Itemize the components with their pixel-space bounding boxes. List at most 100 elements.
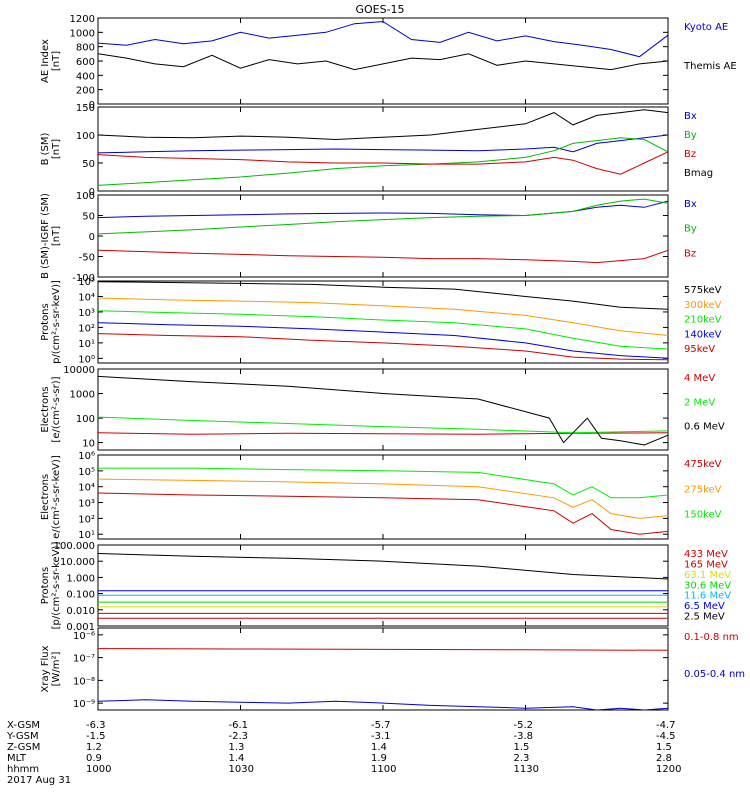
series-line-575kev (97, 281, 669, 310)
footer-value: -3.1 (371, 731, 391, 742)
y-tick-label: 10⁻⁹ (73, 699, 95, 710)
y-tick-label: 0.001 (66, 622, 95, 633)
footer-value: 1.4 (371, 742, 387, 753)
y-tick-label: 0 (89, 187, 95, 198)
y-tick-label: 50 (82, 159, 95, 170)
series-line-150kev (98, 467, 669, 499)
y-tick-label: 10² (78, 514, 95, 525)
y-tick-label: 0 (89, 100, 95, 111)
legend-label: 2 MeV (684, 397, 715, 408)
y-axis-label: B (SM)[nT] (40, 132, 62, 165)
panel-frame (97, 627, 669, 711)
panel-6: 10¹ 10² 10³ 10⁴ 10⁵ 10⁶ Electronse/(cm²-s-sr-k… (40, 451, 722, 541)
y-tick-label: 10000 (63, 365, 95, 376)
y-tick-label: 1.000 (66, 573, 95, 584)
series-line-themis-ae (97, 53, 669, 71)
y-tick-label: 1000 (70, 390, 95, 401)
y-tick-label: 100 (76, 414, 95, 425)
y-axis-label-line: AE Index (40, 39, 51, 83)
y-axis-label-line: e/(cm²-s-sr-keV)] (51, 455, 62, 539)
y-axis-label-line: B (SM)-IGRF (SM) (40, 193, 51, 279)
footer-value: 1.4 (228, 753, 245, 764)
legend-label: 210keV (684, 315, 722, 326)
legend-label: 150keV (684, 510, 722, 521)
legend-label: Bz (684, 149, 696, 160)
y-tick-label: 1000 (70, 28, 95, 39)
footer-row-x-gsm: X-GSM -6.3 -6.1 -5.7 -5.2 -4.7 (0, 720, 750, 731)
date-label: 2017 Aug 31 (0, 775, 750, 786)
y-axis-label-line: [nT] (51, 51, 62, 71)
panel-frame (97, 17, 669, 105)
y-axis-label: Xray Flux[W/m²] (40, 645, 62, 692)
series-line-275kev (97, 478, 669, 519)
y-tick-label: 10⁴ (78, 292, 95, 303)
y-tick-label: 150 (76, 103, 95, 114)
footer-value: 0.9 (86, 753, 102, 764)
legend-label: 30.6 MeV (684, 580, 731, 591)
footer-value: 2.8 (656, 753, 672, 764)
footer-value: 1.3 (228, 742, 245, 753)
y-axis-label-line: B (SM) (40, 132, 51, 165)
footer-value: -3.8 (513, 731, 534, 742)
legend-label: 475keV (684, 459, 722, 470)
y-axis-label: Electronse/(cm²-s-sr-keV)] (40, 455, 62, 539)
panel-1: 0 200 400 600 800 1000 1200 AE Index[nT] Kyoto A… (40, 14, 737, 111)
series-line-2-mev (97, 416, 669, 434)
series-line-by (97, 137, 669, 186)
footer-row-mlt: MLT 0.9 1.4 1.9 2.3 2.8 (0, 753, 750, 764)
legend-label: 140keV (684, 329, 722, 340)
panel-4: 10⁰ 10¹ 10² 10³ 10⁴ 10⁵ Protonsp/(cm²-s-sr-keV… (40, 277, 722, 365)
y-axis-label-line: [W/m²] (51, 651, 62, 686)
y-axis-label-line: [e/(cm²-s-sr)] (51, 376, 62, 442)
y-axis-label: Electrons[e/(cm²-s-sr)] (40, 376, 62, 442)
footer-value: -5.2 (513, 720, 534, 731)
series-line-0-6-mev (97, 375, 669, 446)
y-tick-label: 50 (82, 212, 95, 223)
legend-label: 575keV (684, 285, 722, 296)
panel-8: 10⁻⁹ 10⁻⁸ 10⁻⁷ 10⁻⁶ Xray Flux[W/m²] 0.1-0.8 n… (40, 627, 745, 711)
series-line-by (97, 198, 669, 235)
series-line-140kev (97, 322, 669, 359)
legend-label: 6.5 MeV (684, 601, 725, 612)
series-line-bx (97, 134, 669, 154)
y-tick-label: 0 (89, 232, 95, 243)
legend-label: 95keV (684, 344, 715, 355)
y-tick-label: 10⁻⁷ (73, 654, 95, 665)
y-axis-label-line: Electrons (40, 386, 51, 432)
y-tick-label: 1200 (70, 14, 95, 25)
y-tick-label: 10⁻⁸ (73, 676, 95, 687)
series-line-bz (97, 249, 669, 264)
legend-label: 433 MeV (684, 549, 728, 560)
series-line-bx (97, 200, 669, 219)
footer-value: -2.3 (228, 731, 249, 742)
footer-value: 2.3 (513, 753, 530, 764)
legend-label: Themis AE (683, 61, 737, 72)
series-line-0-05-0-4-nm (97, 699, 669, 711)
y-tick-label: 0.010 (66, 606, 95, 617)
footer-value: 1000 (86, 764, 112, 775)
y-tick-label: 400 (76, 71, 95, 82)
y-tick-label: 100 (76, 131, 95, 142)
y-tick-label: 10¹ (78, 339, 95, 350)
series-line-kyoto-ae (97, 21, 669, 58)
y-tick-label: 10² (78, 323, 95, 334)
panel-2: 0 50 100 150 B (SM)[nT] Bx By Bz Bmag (40, 103, 713, 198)
y-axis-label: Protons[p/(cm²-s-sr-keV)] (40, 542, 62, 630)
series-line-bz (97, 151, 669, 175)
y-axis-label-line: Xray Flux (40, 645, 51, 692)
y-tick-label: -50 (79, 253, 95, 264)
panel-frame (97, 194, 669, 278)
footer-value: -4.7 (656, 720, 676, 731)
legend-label: 4 MeV (684, 373, 715, 384)
legend-label: Bx (684, 199, 697, 210)
y-tick-label: 600 (76, 57, 95, 68)
legend-label: 300keV (684, 300, 722, 311)
footer-row-label: X-GSM (7, 720, 41, 731)
y-axis-label-line: p/(cm²-s-sr-keV)] (51, 280, 62, 364)
legend-label: 275keV (684, 484, 722, 495)
y-axis-label-line: [nT] (51, 139, 62, 159)
y-tick-label: 10⁶ (78, 451, 95, 462)
legend-label: 0.6 MeV (684, 422, 725, 433)
